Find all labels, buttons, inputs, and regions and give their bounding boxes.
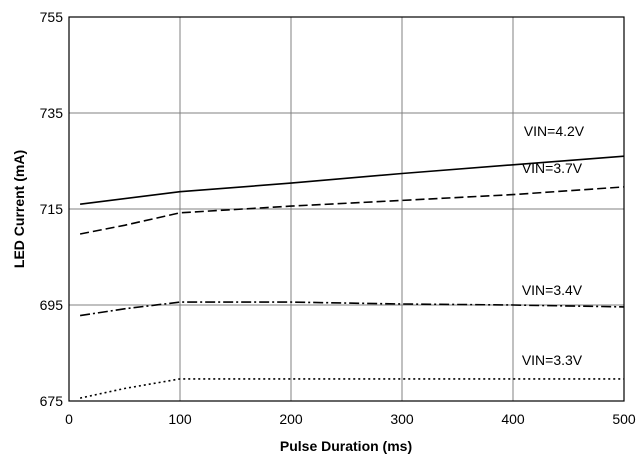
series-label: VIN=3.7V (522, 160, 583, 176)
series-line-vin-3-4v (79, 301, 625, 317)
x-axis-title: Pulse Duration (ms) (280, 438, 412, 454)
series-lines (79, 155, 625, 399)
y-tick-label: 735 (40, 105, 64, 121)
x-tick-labels: 0 100 200 300 400 500 (65, 411, 636, 427)
series-label: VIN=3.4V (522, 282, 583, 298)
grid (69, 17, 624, 401)
x-tick-label: 300 (390, 411, 414, 427)
x-tick-label: 0 (65, 411, 73, 427)
series-labels: VIN=4.2V VIN=3.7V VIN=3.4V VIN=3.3V (522, 123, 585, 368)
y-tick-label: 695 (40, 297, 64, 313)
x-tick-label: 100 (168, 411, 192, 427)
x-tick-label: 500 (612, 411, 636, 427)
y-tick-labels: 675 695 715 735 755 (40, 9, 64, 409)
series-line-vin-3-7v (79, 186, 625, 235)
series-label: VIN=3.3V (522, 352, 583, 368)
x-tick-label: 400 (501, 411, 525, 427)
y-tick-label: 675 (40, 393, 64, 409)
series-line-vin-3-3v (79, 378, 624, 399)
plot-frame (68, 16, 625, 402)
series-label: VIN=4.2V (524, 123, 585, 139)
y-tick-label: 715 (40, 201, 64, 217)
series-line-vin-4-2v (80, 155, 625, 205)
y-tick-label: 755 (40, 9, 64, 25)
x-tick-label: 200 (279, 411, 303, 427)
y-axis-title: LED Current (mA) (11, 150, 27, 268)
